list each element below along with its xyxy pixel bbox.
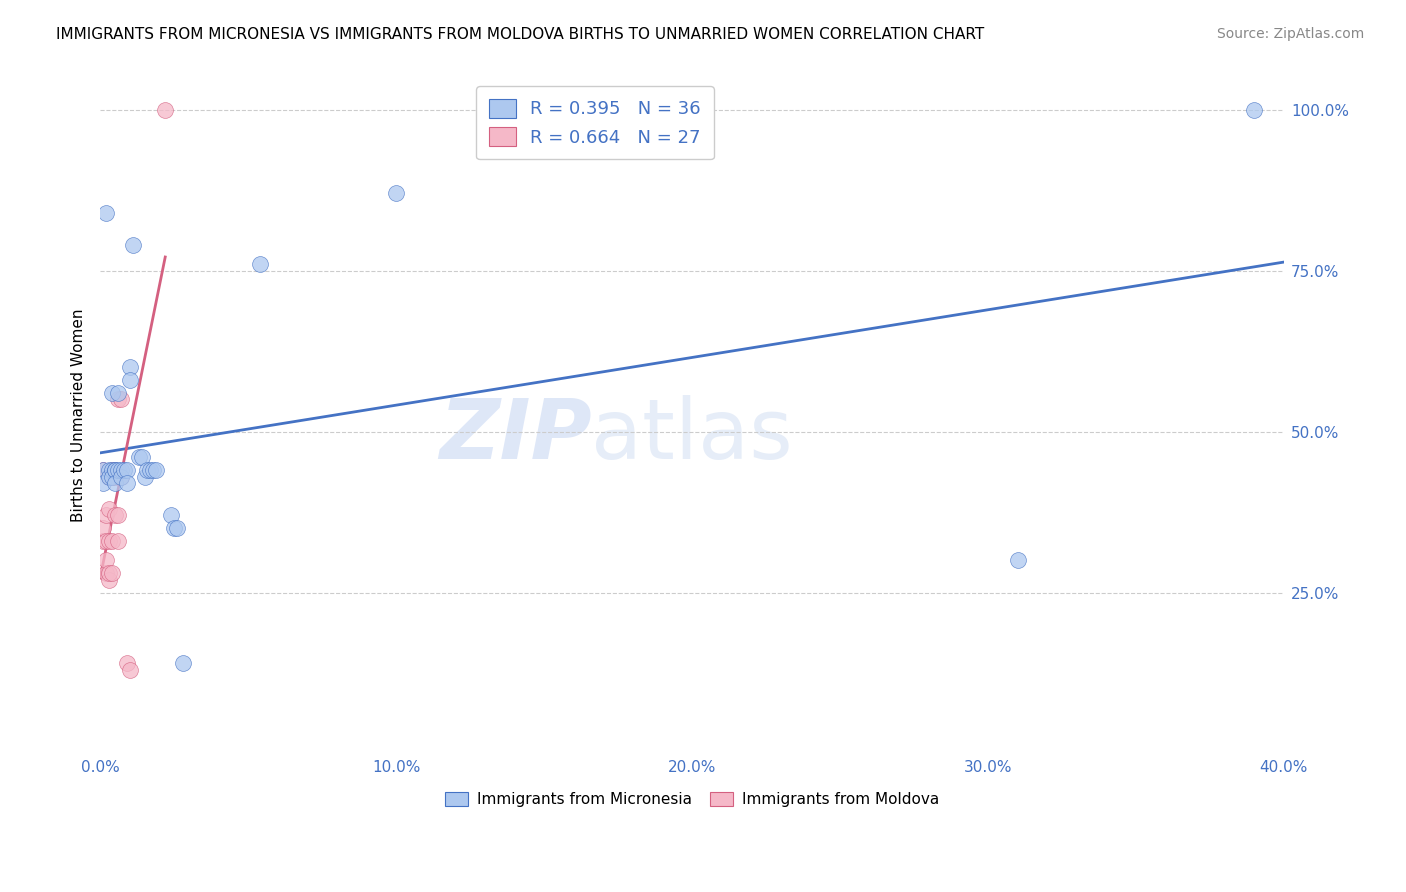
Point (107, 508, 129, 523)
Point (98, 534, 121, 549)
Point (134, 469, 156, 483)
Point (94, 553, 117, 567)
Point (112, 463, 135, 477)
Point (163, 521, 186, 535)
Point (91, 521, 114, 535)
Point (104, 463, 127, 477)
Point (98, 573, 121, 587)
Point (98, 469, 121, 483)
Point (115, 476, 138, 491)
Point (110, 469, 132, 483)
Point (104, 463, 127, 477)
Point (94, 508, 117, 523)
Point (385, 186, 408, 201)
Legend: Immigrants from Micronesia, Immigrants from Moldova: Immigrants from Micronesia, Immigrants f… (439, 786, 945, 814)
Point (249, 257, 271, 271)
Point (128, 450, 150, 465)
Point (91, 476, 114, 491)
Point (121, 237, 143, 252)
Point (101, 534, 124, 549)
Point (118, 663, 141, 677)
Point (101, 469, 124, 483)
Text: Source: ZipAtlas.com: Source: ZipAtlas.com (1216, 27, 1364, 41)
Point (98, 566, 121, 581)
Point (139, 463, 162, 477)
Point (98, 469, 121, 483)
Point (1007, 553, 1029, 567)
Point (145, 463, 167, 477)
Point (104, 508, 127, 523)
Point (101, 566, 124, 581)
Point (118, 360, 141, 375)
Y-axis label: Births to Unmarried Women: Births to Unmarried Women (72, 309, 86, 522)
Point (101, 463, 124, 477)
Point (155, 103, 177, 117)
Point (101, 469, 124, 483)
Point (91, 463, 114, 477)
Text: IMMIGRANTS FROM MICRONESIA VS IMMIGRANTS FROM MOLDOVA BIRTHS TO UNMARRIED WOMEN : IMMIGRANTS FROM MICRONESIA VS IMMIGRANTS… (56, 27, 984, 42)
Point (91, 534, 114, 549)
Point (1243, 103, 1265, 117)
Text: ZIP: ZIP (439, 395, 592, 476)
Point (104, 469, 127, 483)
Point (101, 386, 124, 401)
Point (107, 392, 129, 407)
Point (94, 205, 117, 219)
Point (110, 469, 132, 483)
Text: atlas: atlas (592, 395, 793, 476)
Point (160, 508, 183, 523)
Point (104, 463, 127, 477)
Point (94, 534, 117, 549)
Point (115, 463, 138, 477)
Point (166, 521, 188, 535)
Point (104, 476, 127, 491)
Point (98, 501, 121, 516)
Point (107, 386, 129, 401)
Point (101, 463, 124, 477)
Point (91, 463, 114, 477)
Point (110, 463, 132, 477)
Point (131, 450, 153, 465)
Point (142, 463, 165, 477)
Point (94, 566, 117, 581)
Point (172, 657, 194, 671)
Point (110, 392, 132, 407)
Point (118, 373, 141, 387)
Point (98, 463, 121, 477)
Point (107, 463, 129, 477)
Point (115, 657, 138, 671)
Point (107, 534, 129, 549)
Point (136, 463, 159, 477)
